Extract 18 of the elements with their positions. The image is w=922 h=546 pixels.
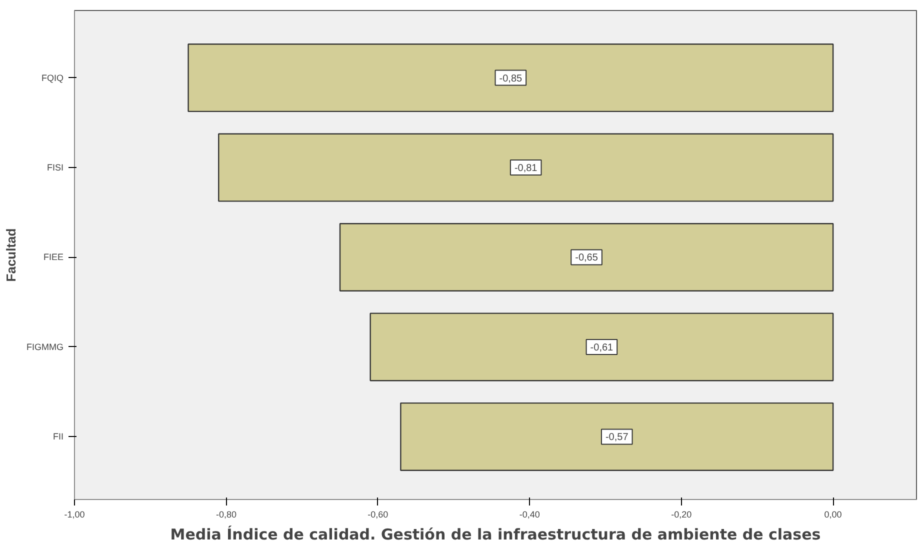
x-tick-label: -0,20 <box>671 510 692 520</box>
data-label: -0,81 <box>514 163 538 174</box>
data-label: -0,65 <box>575 252 598 264</box>
data-label: -0,85 <box>499 73 523 84</box>
x-tick-label: -0,80 <box>216 510 236 520</box>
y-tick-label: FIGMMG <box>26 342 64 352</box>
x-axis-title: Media Índice de calidad. Gestión de la infraestructura de ambiente de clases <box>170 526 821 544</box>
y-axis-title: Facultad <box>4 228 19 282</box>
x-tick-label: 0,00 <box>824 510 842 520</box>
data-label: -0,57 <box>605 432 629 444</box>
y-tick-label: FIEE <box>43 252 64 262</box>
y-tick-label: FII <box>53 432 64 442</box>
data-label: -0,61 <box>590 342 614 354</box>
y-tick-label: FQIQ <box>42 72 64 83</box>
x-tick-label: -1,00 <box>64 510 85 520</box>
x-tick-label: -0,40 <box>519 510 540 520</box>
y-tick-label: FISI <box>47 162 64 173</box>
x-tick-label: -0,60 <box>368 510 388 520</box>
